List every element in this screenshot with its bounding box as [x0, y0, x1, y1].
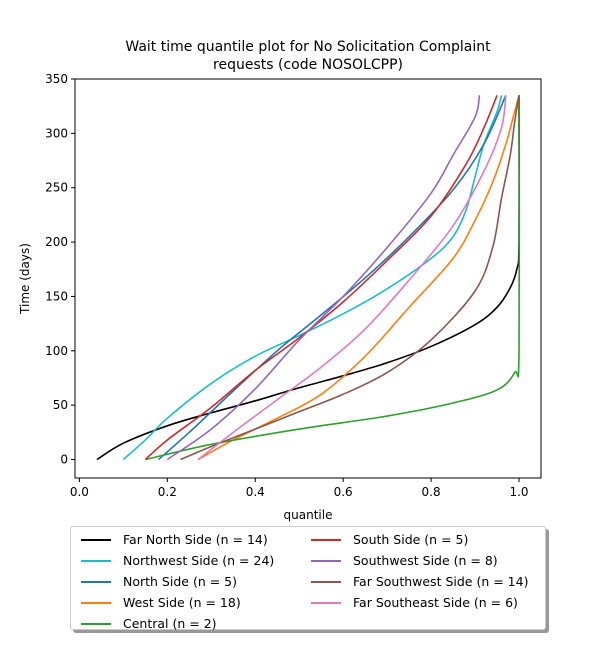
legend-item: Far Southwest Side (n = 14) [311, 571, 528, 592]
legend-item: Central (n = 2) [81, 613, 217, 634]
legend-label: North Side (n = 5) [123, 574, 237, 589]
series-layer [96, 94, 521, 461]
series-line [197, 95, 520, 461]
legend-label: Northwest Side (n = 24) [123, 553, 275, 568]
legend-label: South Side (n = 5) [353, 532, 469, 547]
x-tick-label: 0.8 [422, 485, 441, 499]
legend-item: South Side (n = 5) [311, 529, 468, 550]
y-tick-label: 0 [60, 453, 68, 467]
series-line [122, 95, 503, 461]
y-tick-label: 100 [45, 344, 68, 358]
y-axis-label: Time (days) [18, 243, 32, 315]
chart-title-line: Wait time quantile plot for No Solicitat… [125, 39, 491, 55]
y-tick-label: 250 [45, 181, 68, 195]
legend-label: Far North Side (n = 14) [123, 532, 268, 547]
x-tick-label: 0.0 [70, 485, 89, 499]
series-line [166, 95, 481, 461]
legend-item: Northwest Side (n = 24) [81, 550, 274, 571]
legend-swatch [81, 580, 111, 583]
legend-swatch [311, 601, 341, 604]
y-tick-label: 200 [45, 235, 68, 249]
series-line [197, 95, 507, 461]
legend-item: West Side (n = 18) [81, 592, 241, 613]
legend-item: Far Southeast Side (n = 6) [311, 592, 518, 613]
series-line [144, 95, 498, 461]
legend-swatch [81, 559, 111, 562]
legend-swatch [81, 622, 111, 625]
legend-swatch [81, 601, 111, 604]
legend: Far North Side (n = 14) Northwest Side (n… [70, 526, 546, 631]
x-tick-label: 0.6 [334, 485, 353, 499]
y-tick-label: 50 [53, 398, 68, 412]
legend-swatch [311, 559, 341, 562]
x-tick-label: 0.2 [158, 485, 177, 499]
x-axis-label: quantile [284, 508, 333, 522]
x-axis: 0.0 0.2 0.4 0.6 0.8 1.0 [70, 478, 529, 499]
chart-title: Wait time quantile plot for No Solicitat… [125, 39, 491, 73]
chart-title-line: requests (code NOSOLCPP) [213, 57, 403, 73]
plot-frame [74, 78, 542, 479]
x-tick-label: 0.4 [246, 485, 265, 499]
x-tick-label: 1.0 [509, 485, 528, 499]
legend-label: Central (n = 2) [123, 616, 217, 631]
legend-item: North Side (n = 5) [81, 571, 237, 592]
legend-label: West Side (n = 18) [123, 595, 241, 610]
y-tick-label: 350 [45, 72, 68, 86]
series-line [96, 95, 520, 461]
legend-swatch [311, 580, 341, 583]
legend-item: Southwest Side (n = 8) [311, 550, 498, 571]
y-tick-label: 300 [45, 126, 68, 140]
legend-label: Southwest Side (n = 8) [353, 553, 498, 568]
series-line [158, 94, 507, 461]
legend-item: Far North Side (n = 14) [81, 529, 268, 550]
legend-label: Far Southwest Side (n = 14) [353, 574, 529, 589]
series-line [145, 95, 521, 461]
legend-label: Far Southeast Side (n = 6) [353, 595, 518, 610]
series-line [180, 95, 520, 461]
y-axis: 0 50 100 150 200 250 300 350 [45, 72, 75, 467]
y-tick-label: 150 [45, 289, 68, 303]
legend-swatch [81, 538, 111, 541]
legend-swatch [311, 538, 341, 541]
